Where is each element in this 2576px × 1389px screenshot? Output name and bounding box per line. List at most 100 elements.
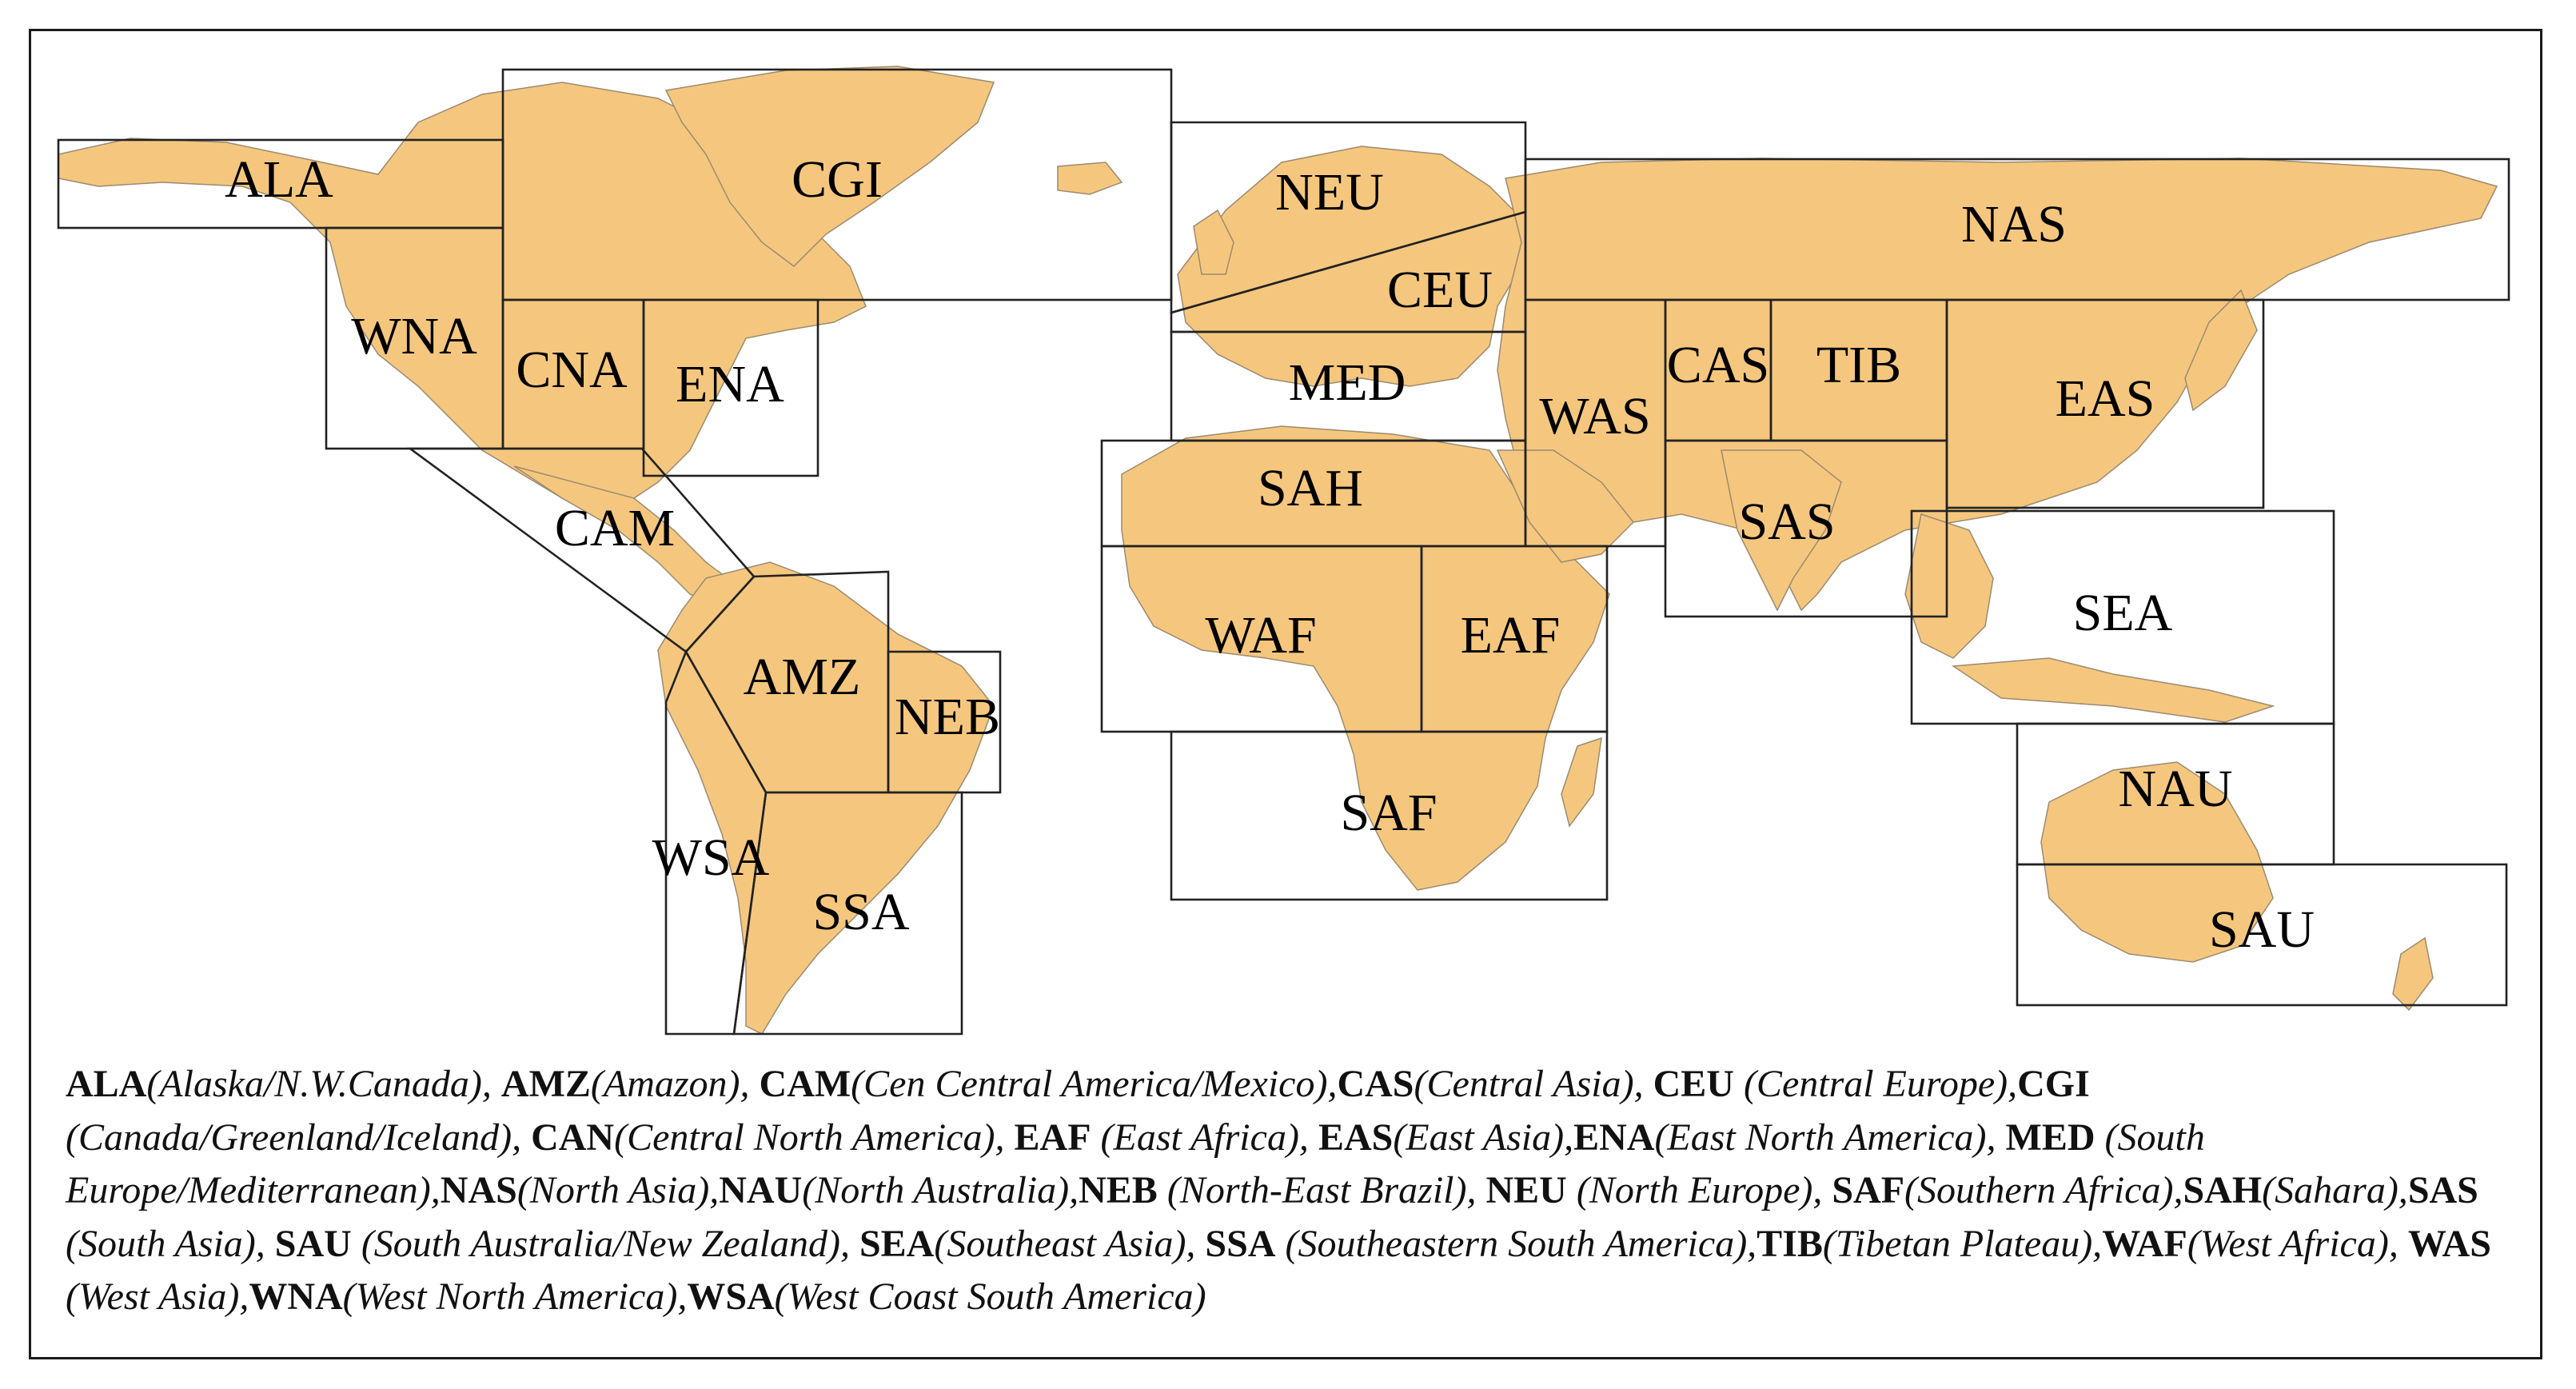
legend-code: CEU [1653, 1063, 1734, 1105]
world-map: ALA CGI WNA CNA ENA CAM AMZ NEB WSA SSA … [57, 66, 2510, 1036]
region-label-neb: NEB [895, 688, 1000, 746]
legend-description: (Canada/Greenland/Iceland), [66, 1116, 532, 1159]
legend-code: CGI [2017, 1063, 2090, 1105]
region-label-nas: NAS [1961, 195, 2067, 253]
region-label-waf: WAF [1205, 606, 1316, 665]
region-label-tib: TIB [1816, 336, 1901, 394]
land-japan [2184, 289, 2258, 412]
land-europe [1177, 146, 1522, 387]
legend-description: (Southeast Asia), [934, 1222, 1206, 1265]
legend-description: (East North America), [1654, 1116, 2006, 1159]
legend-code: WAF [2102, 1222, 2187, 1265]
legend-description: (Central North America), [614, 1116, 1015, 1159]
legend-code: ALA [66, 1063, 147, 1105]
legend-code: EAS [1318, 1116, 1394, 1159]
land-africa [1121, 425, 1610, 891]
legend-code: EAF [1014, 1116, 1091, 1159]
legend-code: MED [2005, 1116, 2095, 1159]
legend-code: CAM [759, 1063, 851, 1105]
legend-description: (Central Asia), [1414, 1063, 1653, 1105]
region-label-sas: SAS [1738, 493, 1835, 551]
legend-description: (East Africa), [1100, 1116, 1318, 1159]
legend-description: (North-East Brazil), [1166, 1169, 1486, 1211]
land-madagascar [1561, 736, 1602, 828]
legend-code: SAS [2407, 1169, 2478, 1211]
legend-description: (Central Europe), [1743, 1063, 2018, 1105]
land-new-zealand [2392, 936, 2434, 1012]
legend-description: (Sahara), [2262, 1169, 2408, 1211]
legend-description: (North Asia), [516, 1169, 720, 1211]
legend-code: NAU [719, 1169, 803, 1211]
legend-description: (West Asia), [66, 1275, 249, 1318]
region-box-eas [1945, 298, 2265, 509]
landmasses [58, 66, 2498, 1035]
land-india [1721, 449, 1842, 612]
region-label-saf: SAF [1340, 784, 1437, 842]
region-label-cgi: CGI [792, 150, 883, 209]
region-label-cna: CNA [516, 341, 628, 399]
legend-code: WNA [249, 1275, 343, 1318]
legend-code: SAF [1832, 1169, 1905, 1211]
region-label-eas: EAS [2056, 369, 2155, 428]
region-box-sau [2016, 863, 2508, 1007]
legend-code: NEB [1079, 1169, 1158, 1211]
legend-description: (Amazon), [590, 1063, 760, 1105]
region-label-eaf: EAF [1461, 606, 1561, 665]
land-uk [1193, 209, 1234, 275]
legend-description: (North Europe), [1576, 1169, 1832, 1211]
legend-description: (West Coast South America) [774, 1275, 1206, 1318]
region-box-sas [1664, 439, 1948, 618]
region-label-sau: SAU [2209, 900, 2315, 959]
region-label-nau: NAU [2119, 760, 2233, 818]
region-label-wna: WNA [351, 307, 477, 365]
figure-frame: ALA CGI WNA CNA ENA CAM AMZ NEB WSA SSA … [29, 29, 2542, 1359]
legend-code: SSA [1205, 1222, 1276, 1265]
region-labels: ALA CGI WNA CNA ENA CAM AMZ NEB WSA SSA … [225, 150, 2315, 959]
region-label-ena: ENA [676, 355, 784, 413]
legend-code: NAS [440, 1169, 517, 1211]
region-box-ssa [732, 791, 963, 1036]
land-australia [2040, 761, 2274, 963]
legend-code: SEA [859, 1222, 935, 1265]
region-label-sea: SEA [2073, 584, 2173, 642]
legend-description: (West Africa), [2187, 1222, 2408, 1265]
legend-description: (East Asia), [1393, 1116, 1574, 1159]
region-borders [57, 68, 2510, 1036]
legend-code: TIB [1757, 1222, 1823, 1265]
land-south-america [657, 561, 995, 1035]
region-label-cas: CAS [1667, 336, 1769, 394]
region-box-saf [1170, 730, 1609, 901]
region-label-amz: AMZ [744, 648, 861, 706]
region-box-ena [642, 298, 819, 477]
region-label-ceu: CEU [1387, 261, 1493, 319]
legend-description: (North Australia), [802, 1169, 1079, 1211]
land-arabia [1496, 449, 1635, 563]
region-label-neu: NEU [1275, 163, 1384, 222]
region-legend: ALA(Alaska/N.W.Canada), AMZ(Amazon), CAM… [66, 1058, 2512, 1324]
legend-description: (South Australia/New Zealand), [361, 1222, 859, 1265]
region-label-med: MED [1289, 353, 1406, 412]
land-north-america [58, 82, 867, 515]
region-label-sah: SAH [1258, 459, 1363, 517]
region-label-cam: CAM [555, 499, 675, 557]
legend-code: AMZ [500, 1063, 591, 1105]
legend-description: (Cen Central America/Mexico), [851, 1063, 1338, 1105]
legend-code: ENA [1573, 1116, 1655, 1159]
region-label-ala: ALA [225, 150, 333, 209]
legend-description: (Tibetan Plateau), [1822, 1222, 2103, 1265]
legend-description: (South Europe/Mediterranean), [66, 1116, 2205, 1212]
region-label-was: WAS [1539, 387, 1650, 445]
legend-code: NEU [1485, 1169, 1567, 1211]
legend-code: CAS [1337, 1063, 1414, 1105]
legend-description: (Alaska/N.W.Canada), [146, 1063, 501, 1105]
legend-description: (South Asia), [66, 1222, 275, 1265]
land-indonesia [1951, 657, 2275, 723]
region-label-wsa: WSA [652, 828, 770, 887]
legend-code: SAU [274, 1222, 352, 1265]
legend-description: (Sou­thern Africa), [1904, 1169, 2183, 1211]
legend-code: SAH [2183, 1169, 2263, 1211]
region-label-ssa: SSA [812, 883, 909, 941]
land-southeast-asia [1904, 513, 1994, 659]
legend-code: CAN [531, 1116, 615, 1159]
legend-description: (West North America), [342, 1275, 688, 1318]
